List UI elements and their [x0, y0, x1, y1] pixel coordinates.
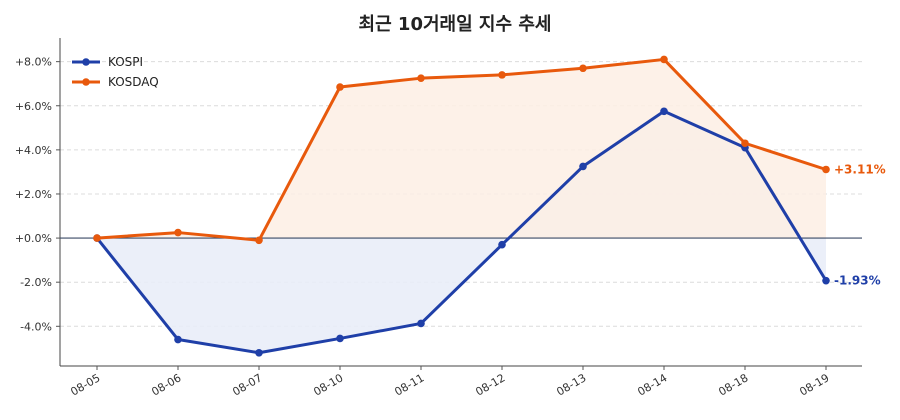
series-lines [93, 55, 830, 357]
legend-swatch-marker [82, 58, 90, 66]
data-point-kosdaq [417, 74, 425, 82]
x-tick-label: 08-18 [716, 371, 750, 398]
legend-label-kosdaq: KOSDAQ [108, 75, 159, 89]
legend-label-kospi: KOSPI [108, 55, 143, 69]
series-fills [97, 59, 826, 353]
x-tick-label: 08-07 [230, 371, 264, 398]
x-tick-label: 08-19 [797, 371, 831, 398]
x-axis-ticks: 08-05 08-06 08-07 08-10 08-11 08-12 08-13 08-14… [68, 366, 832, 399]
x-tick-label: 08-10 [311, 371, 345, 398]
data-point-kospi [579, 162, 587, 171]
data-point-kospi [660, 107, 668, 116]
data-point-kospi [417, 319, 425, 328]
data-point-kospi [255, 348, 263, 357]
data-point-kosdaq [498, 71, 506, 79]
y-tick-label: +8.0% [15, 56, 52, 69]
y-axis-ticks: -4.0% -2.0% +0.0% +2.0% +4.0% +6.0% +8.0% [15, 56, 60, 333]
x-tick-label: 08-06 [149, 371, 183, 398]
series-line-kosdaq [96, 57, 827, 242]
y-tick-label: +4.0% [15, 144, 52, 157]
data-point-kosdaq [93, 234, 101, 242]
data-point-kosdaq [174, 228, 182, 237]
series-line-kospi [95, 109, 828, 355]
chart-title: 최근 10거래일 지수 추세 [359, 14, 552, 35]
y-tick-label: -4.0% [20, 320, 52, 333]
data-point-kosdaq [741, 139, 749, 148]
x-tick-label: 08-14 [635, 371, 669, 398]
data-point-kospi [336, 334, 344, 343]
data-point-kosdaq [336, 83, 344, 91]
y-tick-label: +6.0% [15, 100, 52, 113]
data-point-kosdaq [822, 165, 830, 174]
end-label-kosdaq: +3.11% [834, 162, 886, 176]
legend-swatch-marker [82, 78, 90, 86]
series-fill-kosdaq [97, 59, 826, 241]
legend: KOSPI KOSDAQ [72, 55, 159, 89]
y-tick-label: -2.0% [20, 276, 52, 289]
axes [59, 38, 862, 367]
y-tick-label: +2.0% [15, 188, 52, 201]
data-point-kospi [822, 276, 830, 285]
data-point-kosdaq [255, 236, 263, 245]
y-tick-label: +0.0% [15, 232, 52, 245]
x-tick-label: 08-11 [392, 371, 426, 398]
data-point-kosdaq [579, 64, 587, 73]
end-label-kospi: -1.93% [834, 274, 881, 288]
x-tick-label: 08-05 [68, 371, 102, 398]
data-point-kospi [174, 335, 182, 344]
data-point-kospi [498, 240, 506, 249]
end-labels: -1.93% +3.11% [834, 162, 886, 287]
x-tick-label: 08-12 [473, 371, 507, 398]
data-point-kosdaq [660, 55, 668, 64]
x-tick-label: 08-13 [554, 371, 588, 398]
